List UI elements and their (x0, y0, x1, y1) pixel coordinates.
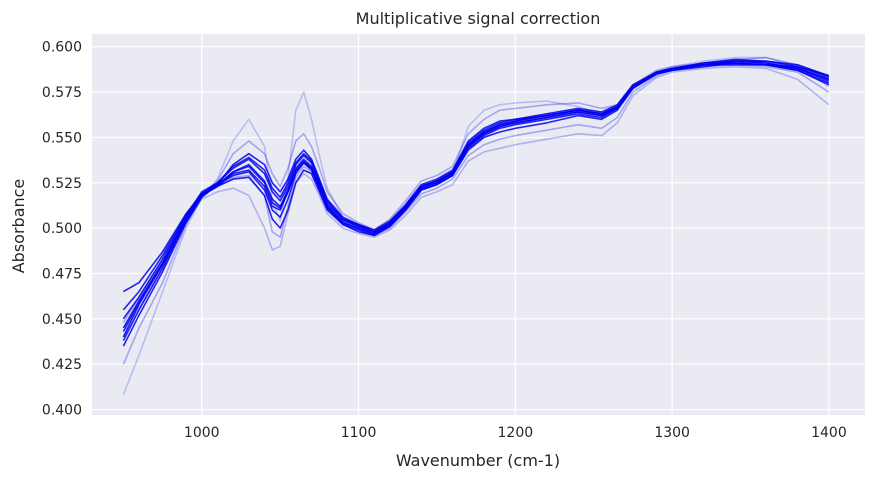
x-tick-labels: 1000 1100 1200 1300 1400 (184, 425, 847, 441)
spectrum-line-12 (122, 64, 830, 323)
y-tick-label: 0.400 (42, 403, 82, 419)
x-tick-label: 1100 (341, 425, 377, 441)
x-tick-label: 1000 (184, 425, 220, 441)
y-tick-label: 0.575 (42, 85, 82, 101)
spectrum-line-8 (122, 62, 830, 332)
x-tick-label: 1300 (654, 425, 690, 441)
spectrum-line-2 (122, 62, 830, 320)
x-axis-title: Wavenumber (cm-1) (396, 451, 560, 470)
y-tick-label: 0.425 (42, 357, 82, 373)
y-tick-labels: 0.400 0.425 0.450 0.475 0.500 0.525 0.550 0.575… (42, 40, 82, 419)
chart-title: Multiplicative signal correction (356, 9, 601, 28)
y-tick-label: 0.500 (42, 221, 82, 237)
y-tick-label: 0.525 (42, 176, 82, 192)
spectrum-line-11 (122, 65, 830, 338)
y-tick-label: 0.550 (42, 130, 82, 146)
x-tick-label: 1200 (498, 425, 534, 441)
series-lines (122, 56, 830, 396)
y-tick-label: 0.475 (42, 266, 82, 282)
x-tick-label: 1400 (811, 425, 847, 441)
y-tick-label: 0.450 (42, 312, 82, 328)
y-axis-title: Absorbance (9, 179, 28, 274)
y-tick-label: 0.600 (42, 40, 82, 56)
spectrum-line-7 (122, 60, 830, 341)
plot-area-background (92, 34, 865, 415)
